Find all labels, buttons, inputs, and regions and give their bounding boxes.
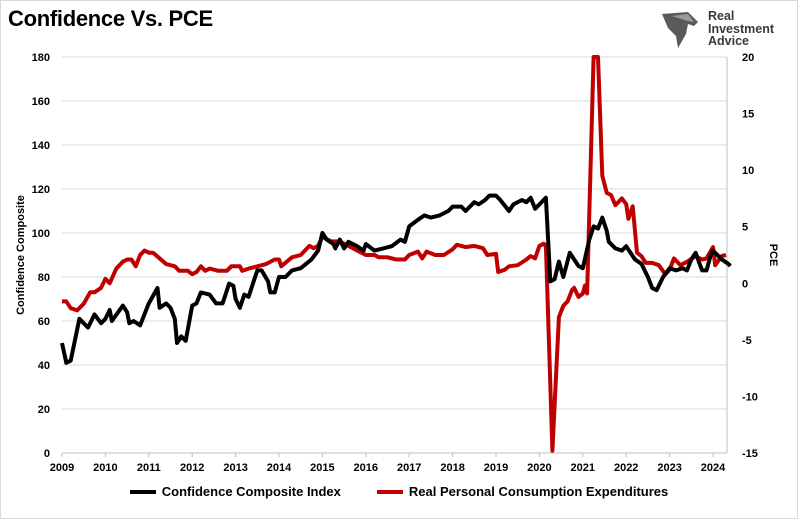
y2-tick-label: 20 <box>742 52 754 64</box>
y-tick-label: 180 <box>32 52 50 64</box>
legend-swatch-black <box>129 489 156 494</box>
x-tick-label: 2015 <box>310 462 334 474</box>
y-axis-label: Confidence Composite <box>15 195 27 315</box>
x-tick-label: 2016 <box>354 462 378 474</box>
x-tick-label: 2011 <box>137 462 161 474</box>
legend-label-pce: Real Personal Consumption Expenditures <box>408 484 669 499</box>
x-tick-label: 2022 <box>614 462 638 474</box>
y2-tick-label: -15 <box>742 448 758 460</box>
x-tick-label: 2021 <box>571 462 595 474</box>
legend-swatch-red <box>376 489 403 494</box>
y-tick-label: 80 <box>38 272 50 284</box>
logo-line-2: Investment <box>708 21 774 36</box>
confidence-series-line <box>60 193 732 365</box>
x-tick-label: 2014 <box>267 462 292 474</box>
legend: Confidence Composite Index Real Personal… <box>0 484 798 499</box>
logo-line-1: Real <box>708 9 735 23</box>
y2-tick-label: 15 <box>742 109 754 121</box>
y-tick-label: 120 <box>32 184 50 196</box>
x-tick-label: 2018 <box>440 462 464 474</box>
y2-tick-label: 0 <box>742 278 748 290</box>
y2-tick-label: 10 <box>742 165 754 177</box>
logo-text: Real Investment Advice <box>708 10 774 48</box>
y-tick-label: 140 <box>32 140 50 152</box>
x-tick-label: 2019 <box>484 462 508 474</box>
y-tick-label: 40 <box>38 360 50 372</box>
x-tick-label: 2009 <box>50 462 74 474</box>
y-tick-label: 160 <box>32 96 50 108</box>
x-tick-label: 2012 <box>180 462 204 474</box>
legend-label-confidence: Confidence Composite Index <box>161 484 341 499</box>
x-tick-label: 2010 <box>93 462 117 474</box>
x-tick-label: 2013 <box>223 462 247 474</box>
pce-series-line <box>62 55 727 453</box>
real-investment-advice-logo: Real Investment Advice <box>658 8 788 52</box>
y-tick-label: 20 <box>38 404 50 416</box>
x-tick-label: 2024 <box>701 462 726 474</box>
chart-title: Confidence Vs. PCE <box>8 6 213 31</box>
y2-axis-label: PCE <box>767 244 779 267</box>
y-tick-label: 100 <box>32 228 50 240</box>
x-tick-label: 2023 <box>657 462 681 474</box>
y2-tick-label: -5 <box>742 335 752 347</box>
y2-tick-label: 5 <box>742 222 748 234</box>
x-tick-label: 2020 <box>527 462 551 474</box>
logo-line-3: Advice <box>708 34 749 48</box>
eagle-logo-icon <box>662 12 698 48</box>
legend-item-pce: Real Personal Consumption Expenditures <box>376 484 669 499</box>
legend-item-confidence: Confidence Composite Index <box>129 484 341 499</box>
y-tick-label: 0 <box>44 448 50 460</box>
y-tick-label: 60 <box>38 316 50 328</box>
y2-tick-label: -10 <box>742 391 758 403</box>
x-tick-label: 2017 <box>397 462 421 474</box>
